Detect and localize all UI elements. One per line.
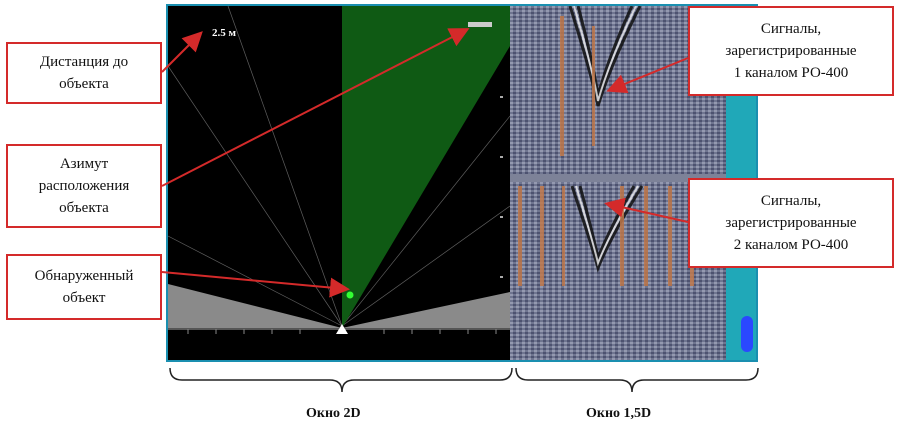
arrow-signals-channel-1 xyxy=(606,57,689,94)
radar-view xyxy=(168,6,510,334)
ground-wedge-left xyxy=(168,284,342,328)
arrow-azimuth xyxy=(161,28,470,187)
scroll-slider-handle[interactable] xyxy=(741,316,753,352)
arrow-distance xyxy=(161,31,203,73)
callout-detected-object: Обнаруженный объект xyxy=(6,254,162,320)
window-2d xyxy=(168,6,510,360)
sensor-origin-icon xyxy=(336,324,348,334)
ground-wedge-right xyxy=(342,292,510,328)
callout-signals-channel-1: Сигналы, зарегистрированные 1 каналом РО… xyxy=(688,6,894,96)
azimuth-sector xyxy=(342,6,510,328)
distance-readout: 2.5 м xyxy=(212,27,236,39)
azimuth-readout-marker xyxy=(468,22,492,27)
arrow-signals-channel-2 xyxy=(604,197,689,223)
brace-2d xyxy=(169,367,513,393)
label-window-2d: Окно 2D xyxy=(306,406,361,421)
callout-distance: Дистанция до объекта xyxy=(6,42,162,104)
callout-azimuth: Азимут расположения объекта xyxy=(6,144,162,228)
arrow-detected-object xyxy=(161,271,350,298)
callout-signals-channel-2: Сигналы, зарегистрированные 2 каналом РО… xyxy=(688,178,894,268)
brace-1-5d xyxy=(515,367,759,393)
label-window-1-5d: Окно 1,5D xyxy=(586,406,652,421)
